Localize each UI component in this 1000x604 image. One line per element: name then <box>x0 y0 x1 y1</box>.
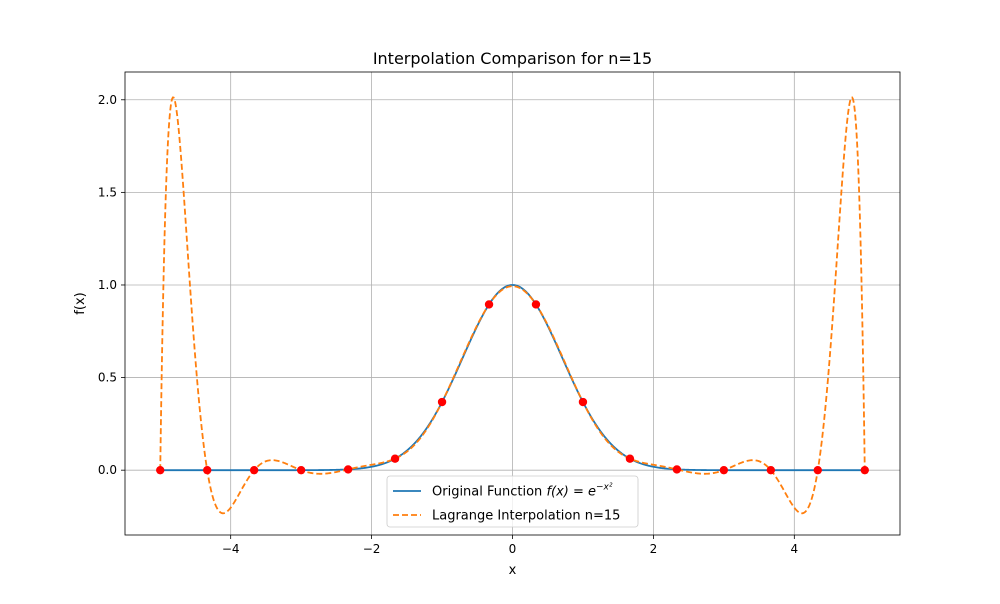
chart-title: Interpolation Comparison for n=15 <box>373 49 652 68</box>
node-point <box>296 465 306 475</box>
x-tick-label: 2 <box>650 542 658 556</box>
legend-frame <box>386 475 639 528</box>
legend-label-original-prefix: Original Function <box>432 485 546 500</box>
node-point <box>249 465 259 475</box>
node-point <box>860 465 869 475</box>
legend-label-lagrange: Lagrange Interpolation n=15 <box>432 509 620 524</box>
node-point <box>156 465 165 475</box>
node-point <box>813 465 822 475</box>
y-tick-label: 0.0 <box>98 463 117 477</box>
x-axis-label: x <box>509 563 517 578</box>
x-tick-label: −4 <box>222 542 240 556</box>
node-point <box>672 465 682 474</box>
legend: Original Function f(x) = e−x² Lagrange I… <box>386 475 639 528</box>
series-line-lagrange <box>159 96 866 515</box>
y-axis-label: f(x) <box>73 292 88 314</box>
y-tick-label: 0.5 <box>98 371 117 385</box>
node-point <box>437 397 447 407</box>
x-tick-label: 0 <box>509 542 517 556</box>
node-point <box>578 397 588 407</box>
y-tick-label: 1.5 <box>98 185 117 199</box>
node-point <box>625 454 635 463</box>
legend-label-original-math: f(x) = e <box>546 485 596 500</box>
node-point <box>719 465 729 475</box>
y-tick-label: 2.0 <box>98 93 117 107</box>
plot-series <box>159 96 866 515</box>
node-point <box>390 454 400 463</box>
series-line-original <box>160 284 865 472</box>
y-tick-label: 1.0 <box>98 278 117 292</box>
x-axis-ticks: −4 −2 0 2 4 <box>222 535 798 556</box>
y-axis-ticks: 0.0 0.5 1.0 1.5 2.0 <box>98 93 125 477</box>
node-point <box>484 300 494 309</box>
legend-label-original-exponent: −x² <box>596 483 613 493</box>
plot-frame <box>124 71 901 536</box>
x-tick-label: −2 <box>363 542 381 556</box>
legend-label-original: Original Function f(x) = e−x² <box>432 483 613 500</box>
node-point <box>766 465 776 475</box>
grid <box>125 72 900 535</box>
node-point <box>203 465 212 475</box>
node-point <box>531 300 541 309</box>
x-tick-label: 4 <box>790 542 798 556</box>
interpolation-nodes <box>156 300 869 475</box>
node-point <box>343 465 353 474</box>
